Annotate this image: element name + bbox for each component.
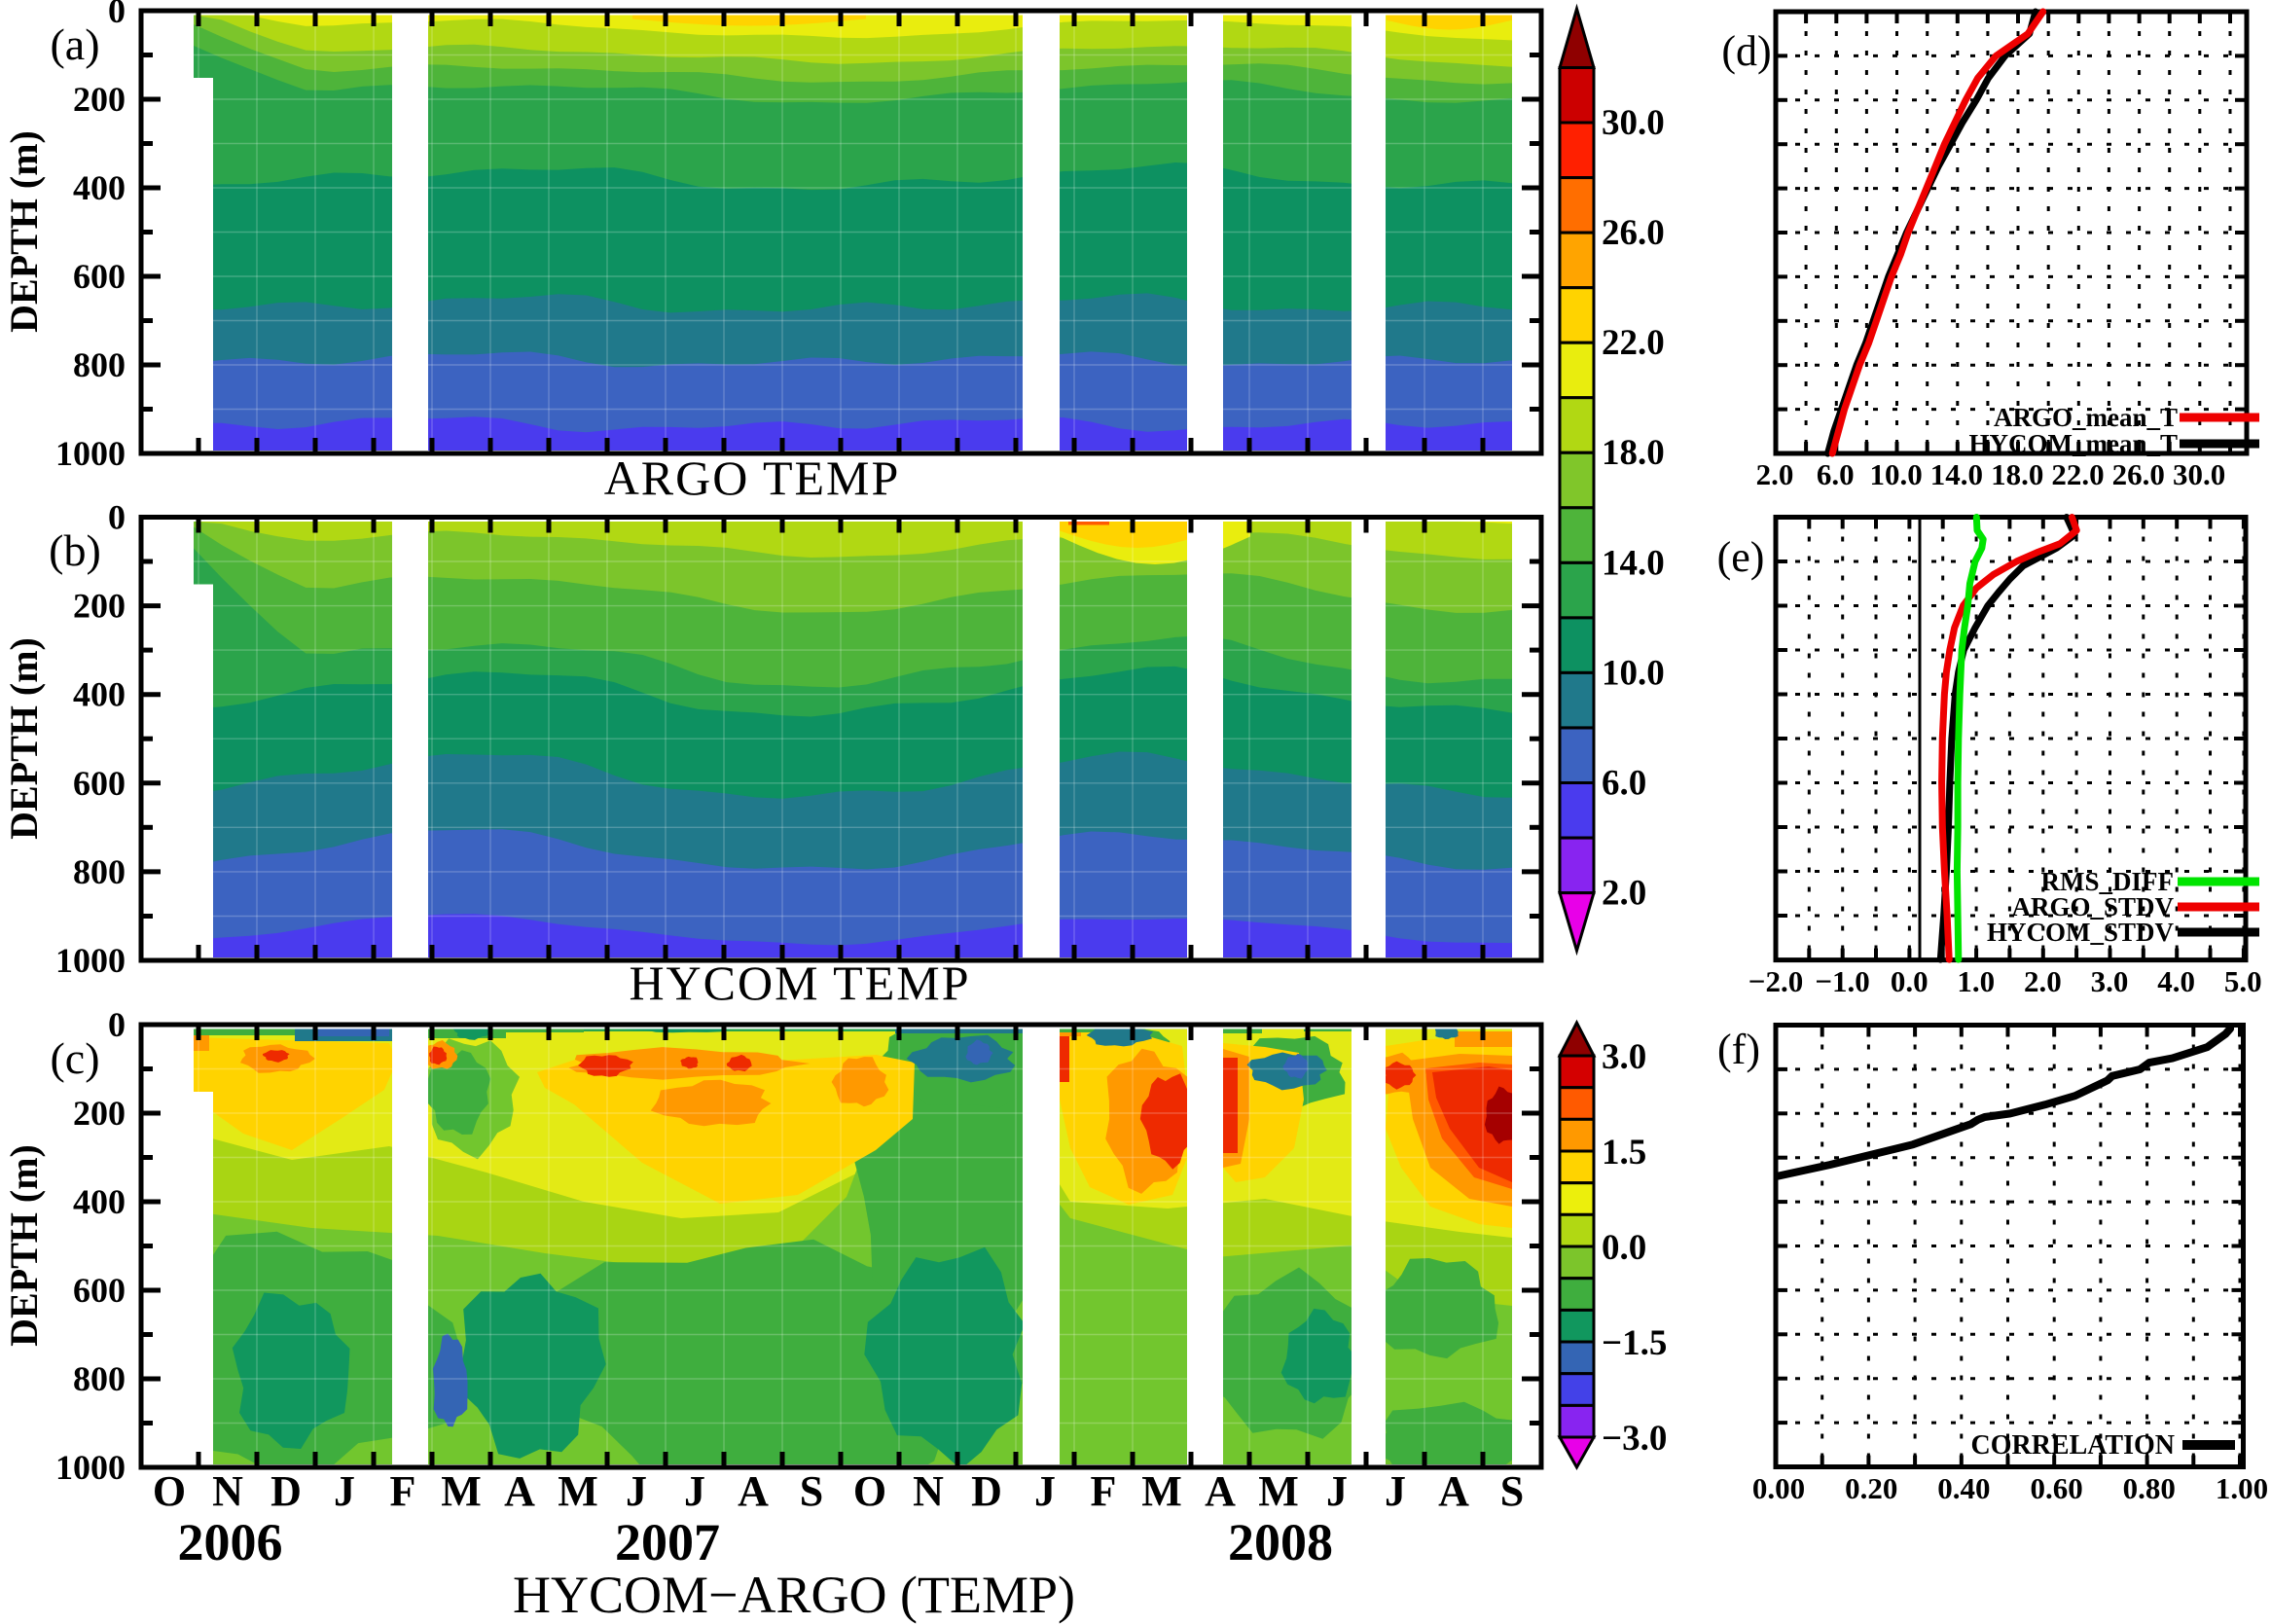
svg-text:(a): (a) [50, 19, 99, 69]
svg-text:0.60: 0.60 [2030, 1471, 2082, 1505]
svg-text:1.5: 1.5 [1602, 1133, 1646, 1173]
svg-text:0.00: 0.00 [1752, 1471, 1805, 1505]
svg-text:A: A [1205, 1467, 1236, 1515]
svg-text:J: J [334, 1467, 355, 1515]
svg-text:400: 400 [73, 675, 126, 714]
svg-text:600: 600 [73, 1271, 126, 1310]
svg-text:(f): (f) [1717, 1026, 1760, 1073]
svg-text:3.0: 3.0 [1602, 1037, 1646, 1077]
svg-text:O: O [853, 1467, 886, 1515]
svg-text:0.40: 0.40 [1937, 1471, 1990, 1505]
svg-text:0: 0 [108, 1005, 126, 1044]
svg-text:DEPTH (m): DEPTH (m) [2, 130, 46, 333]
svg-text:1000: 1000 [55, 941, 126, 980]
svg-text:200: 200 [73, 1094, 126, 1133]
svg-text:HYCOM TEMP: HYCOM TEMP [629, 956, 970, 1010]
svg-text:1.0: 1.0 [1957, 964, 1995, 998]
svg-text:A: A [504, 1467, 535, 1515]
svg-text:200: 200 [73, 80, 126, 119]
svg-text:J: J [626, 1467, 647, 1515]
svg-text:J: J [684, 1467, 705, 1515]
svg-text:−3.0: −3.0 [1602, 1419, 1667, 1459]
svg-text:200: 200 [73, 587, 126, 626]
svg-text:ARGO_STDV: ARGO_STDV [2011, 892, 2174, 921]
svg-text:18.0: 18.0 [1602, 433, 1665, 473]
svg-text:26.0: 26.0 [1602, 213, 1665, 253]
svg-text:10.0: 10.0 [1602, 653, 1665, 693]
svg-text:400: 400 [73, 1182, 126, 1221]
svg-text:2.0: 2.0 [2024, 964, 2062, 998]
svg-text:A: A [738, 1467, 769, 1515]
svg-text:10.0: 10.0 [1869, 457, 1922, 491]
svg-text:14.0: 14.0 [1930, 457, 1983, 491]
svg-text:ARGO_mean_T: ARGO_mean_T [1994, 403, 2178, 432]
svg-text:O: O [153, 1467, 186, 1515]
svg-text:0.0: 0.0 [1891, 964, 1929, 998]
svg-text:HYCOM_mean_T: HYCOM_mean_T [1969, 429, 2178, 458]
svg-text:14.0: 14.0 [1602, 543, 1665, 583]
svg-text:1000: 1000 [55, 434, 126, 473]
svg-text:30.0: 30.0 [2173, 457, 2225, 491]
svg-text:M: M [1141, 1467, 1182, 1515]
svg-text:HYCOM−ARGO (TEMP): HYCOM−ARGO (TEMP) [513, 1566, 1075, 1624]
svg-text:CORRELATION: CORRELATION [1970, 1430, 2175, 1461]
svg-text:30.0: 30.0 [1602, 103, 1665, 143]
svg-text:600: 600 [73, 764, 126, 803]
svg-text:4.0: 4.0 [2157, 964, 2195, 998]
svg-text:1.00: 1.00 [2216, 1471, 2268, 1505]
svg-text:(d): (d) [1721, 27, 1771, 75]
svg-text:N: N [212, 1467, 243, 1515]
svg-text:5.0: 5.0 [2224, 964, 2262, 998]
svg-text:S: S [1500, 1467, 1524, 1515]
svg-text:6.0: 6.0 [1817, 457, 1855, 491]
svg-text:D: D [971, 1467, 1002, 1515]
svg-text:N: N [913, 1467, 944, 1515]
svg-text:J: J [1034, 1467, 1056, 1515]
svg-text:−2.0: −2.0 [1748, 964, 1803, 998]
svg-text:26.0: 26.0 [2112, 457, 2165, 491]
svg-text:2.0: 2.0 [1756, 457, 1794, 491]
svg-text:0.0: 0.0 [1602, 1228, 1646, 1268]
svg-text:(e): (e) [1717, 533, 1765, 581]
svg-text:(c): (c) [50, 1033, 99, 1083]
svg-text:2.0: 2.0 [1602, 874, 1646, 914]
svg-text:DEPTH (m): DEPTH (m) [2, 637, 46, 840]
svg-text:2007: 2007 [615, 1513, 720, 1571]
svg-text:0: 0 [108, 0, 126, 30]
svg-text:F: F [390, 1467, 416, 1515]
svg-text:800: 800 [73, 1359, 126, 1398]
svg-text:18.0: 18.0 [1991, 457, 2043, 491]
svg-text:1000: 1000 [55, 1448, 126, 1487]
svg-text:22.0: 22.0 [2051, 457, 2104, 491]
svg-text:−1.0: −1.0 [1815, 964, 1869, 998]
svg-text:2008: 2008 [1228, 1513, 1333, 1571]
svg-text:3.0: 3.0 [2091, 964, 2129, 998]
svg-text:0.20: 0.20 [1845, 1471, 1897, 1505]
svg-text:S: S [800, 1467, 823, 1515]
svg-text:2006: 2006 [178, 1513, 283, 1571]
svg-text:J: J [1326, 1467, 1348, 1515]
svg-text:J: J [1385, 1467, 1406, 1515]
svg-text:M: M [1258, 1467, 1299, 1515]
svg-text:400: 400 [73, 168, 126, 207]
svg-text:M: M [558, 1467, 598, 1515]
svg-text:RMS_DIFF: RMS_DIFF [2041, 867, 2175, 896]
svg-text:(b): (b) [49, 525, 101, 575]
svg-text:0: 0 [108, 498, 126, 537]
svg-text:DEPTH (m): DEPTH (m) [2, 1144, 46, 1347]
svg-text:600: 600 [73, 257, 126, 296]
svg-text:ARGO TEMP: ARGO TEMP [604, 451, 901, 505]
svg-text:HYCOM_STDV: HYCOM_STDV [1987, 918, 2175, 947]
svg-text:−1.5: −1.5 [1602, 1323, 1667, 1363]
svg-text:22.0: 22.0 [1602, 323, 1665, 363]
svg-text:800: 800 [73, 852, 126, 891]
svg-text:A: A [1438, 1467, 1469, 1515]
svg-text:M: M [441, 1467, 482, 1515]
svg-text:F: F [1091, 1467, 1117, 1515]
svg-text:6.0: 6.0 [1602, 763, 1646, 803]
svg-text:D: D [270, 1467, 302, 1515]
svg-text:0.80: 0.80 [2123, 1471, 2176, 1505]
svg-text:800: 800 [73, 345, 126, 384]
